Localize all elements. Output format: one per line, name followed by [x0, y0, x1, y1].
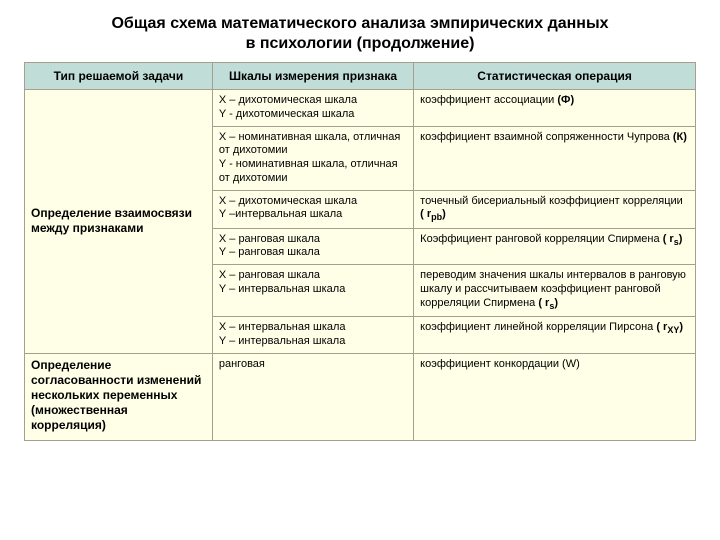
header-scale: Шкалы измерения признака — [212, 63, 413, 90]
cell-scale: Х – ранговая шкалаY – интервальная шкала — [212, 265, 413, 317]
cell-scale: Х – дихотомическая шкалаY –интервальная … — [212, 190, 413, 228]
cell-scale: ранговая — [212, 353, 413, 440]
cell-scale: Х – интервальная шкалаY – интервальная ш… — [212, 317, 413, 354]
cell-operation: коэффициент ассоциации (Ф) — [414, 90, 696, 127]
cell-operation: Коэффициент ранговой корреляции Спирмена… — [414, 228, 696, 265]
cell-operation: коэффициент конкордации (W) — [414, 353, 696, 440]
table-row: Определение согласованности изменений не… — [25, 353, 696, 440]
cell-operation: коэффициент взаимной сопряженности Чупро… — [414, 126, 696, 190]
cell-operation: точечный бисериальный коэффициент коррел… — [414, 190, 696, 228]
cell-operation: переводим значения шкалы интервалов в ра… — [414, 265, 696, 317]
slide: Общая схема математического анализа эмпи… — [0, 0, 720, 451]
cell-task-2: Определение согласованности изменений не… — [25, 353, 213, 440]
header-operation: Статистическая операция — [414, 63, 696, 90]
title-line-2: в психологии (продолжение) — [246, 35, 475, 52]
cell-scale: Х – дихотомическая шкалаY - дихотомическ… — [212, 90, 413, 127]
cell-scale: Х – ранговая шкалаY – ранговая шкала — [212, 228, 413, 265]
title-line-1: Общая схема математического анализа эмпи… — [111, 15, 608, 32]
page-title: Общая схема математического анализа эмпи… — [24, 14, 696, 54]
table-header-row: Тип решаемой задачи Шкалы измерения приз… — [25, 63, 696, 90]
cell-operation: коэффициент линейной корреляции Пирсона … — [414, 317, 696, 354]
cell-scale: Х – номинативная шкала, отличная от дихо… — [212, 126, 413, 190]
analysis-table: Тип решаемой задачи Шкалы измерения приз… — [24, 62, 696, 441]
cell-task-1: Определение взаимосвязи между признаками — [25, 90, 213, 354]
header-task: Тип решаемой задачи — [25, 63, 213, 90]
table-row: Определение взаимосвязи между признаками… — [25, 90, 696, 127]
